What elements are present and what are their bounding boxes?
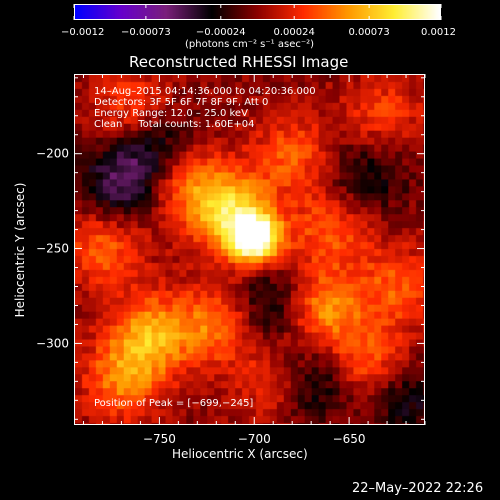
colorbar-tick-label: −0.00073 bbox=[121, 27, 171, 38]
y-tick-label: −300 bbox=[36, 336, 69, 350]
x-tick-label: −750 bbox=[143, 432, 176, 446]
heatmap-image bbox=[75, 75, 424, 424]
annotation-clean: Clean Total counts: 1.60E+04 bbox=[94, 119, 255, 130]
y-tick-label: −200 bbox=[36, 147, 69, 161]
x-axis-label: Heliocentric X (arcsec) bbox=[172, 447, 308, 461]
x-tick-label: −650 bbox=[333, 432, 366, 446]
colorbar bbox=[74, 4, 441, 20]
colorbar-ticks: −0.0012 −0.00073 −0.00024 0.00024 0.00073 0.0… bbox=[61, 4, 456, 38]
x-tick-label: −700 bbox=[238, 432, 271, 446]
y-axis-label: Heliocentric Y (arcsec) bbox=[13, 182, 27, 318]
colorbar-tick-label: 0.0012 bbox=[421, 27, 456, 38]
peak-position-label: Position of Peak = [−699,−245] bbox=[94, 398, 254, 409]
annotation-detectors: Detectors: 3F 5F 6F 7F 8F 9F, Att 0 bbox=[94, 97, 269, 108]
chart-title: Reconstructed RHESSI Image bbox=[129, 53, 349, 71]
plot-area: 14–Aug–2015 04:14:36.000 to 04:20:36.000… bbox=[74, 74, 425, 425]
colorbar-tick-label: 0.00024 bbox=[274, 27, 315, 38]
colorbar-tick-label: −0.00024 bbox=[196, 27, 246, 38]
colorbar-unit-label: (photons cm⁻² s⁻¹ asec⁻²) bbox=[185, 39, 315, 50]
timestamp: 22–May–2022 22:26 bbox=[352, 481, 484, 496]
y-tick-label: −250 bbox=[36, 242, 69, 256]
annotation-time: 14–Aug–2015 04:14:36.000 to 04:20:36.000 bbox=[94, 86, 316, 97]
annotation-energy: Energy Range: 12.0 – 25.0 keV bbox=[94, 108, 248, 119]
colorbar-tick-label: −0.0012 bbox=[61, 27, 104, 38]
colorbar-tick-label: 0.00073 bbox=[348, 27, 389, 38]
